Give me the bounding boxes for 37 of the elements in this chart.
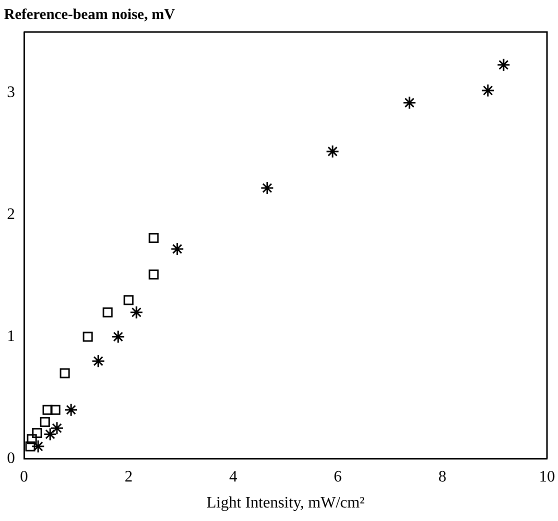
y-tick-label: 1 — [7, 328, 15, 345]
point — [124, 295, 134, 306]
point — [402, 96, 416, 110]
point — [82, 332, 93, 342]
point — [43, 427, 57, 441]
point — [40, 417, 50, 428]
point — [148, 232, 159, 243]
point — [50, 421, 64, 435]
x-tick-label: 2 — [124, 468, 133, 486]
point — [25, 441, 36, 452]
point — [326, 144, 340, 158]
x-tick-label: 8 — [438, 468, 446, 486]
point — [102, 307, 113, 318]
x-tick-label: 0 — [20, 468, 28, 486]
x-tick-label: 10 — [539, 468, 555, 486]
point — [64, 403, 78, 417]
y-tick-label: 3 — [7, 84, 15, 102]
point — [31, 440, 45, 454]
point — [148, 270, 159, 280]
point — [260, 181, 274, 195]
point — [60, 368, 70, 378]
point — [32, 428, 42, 438]
x-tick-label: 6 — [334, 468, 342, 486]
x-tick-label: 4 — [229, 468, 238, 486]
point — [92, 354, 106, 368]
point — [26, 434, 37, 444]
point — [481, 84, 495, 98]
x-axis-title: Light Intensity, mW/cm² — [206, 494, 365, 512]
point — [170, 242, 184, 256]
y-axis-title: Reference-beam noise, mV — [4, 6, 176, 23]
point — [50, 404, 60, 415]
point — [111, 330, 125, 344]
point — [130, 306, 144, 320]
y-tick-label: 0 — [7, 450, 15, 467]
y-tick-label: 2 — [7, 206, 15, 224]
point — [496, 58, 510, 72]
point — [42, 404, 53, 415]
